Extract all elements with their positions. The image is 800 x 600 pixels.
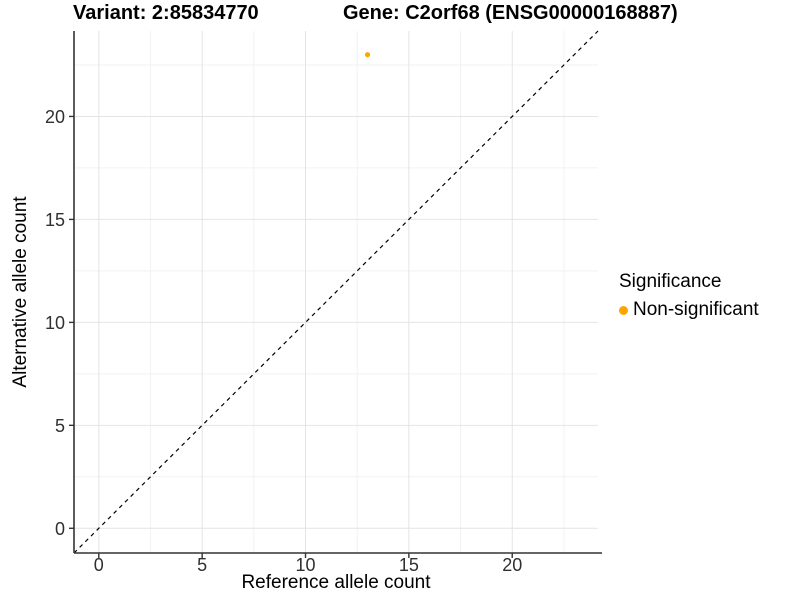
legend-point-icon xyxy=(619,305,628,315)
legend-item-non-significant: Non-significant xyxy=(619,299,759,321)
x-tick-label: 20 xyxy=(502,555,522,575)
gene-title: Gene: C2orf68 (ENSG00000168887) xyxy=(343,2,678,24)
y-axis-title: Alternative allele count xyxy=(10,196,31,388)
data-point xyxy=(364,52,371,58)
x-tick-label: 10 xyxy=(295,555,315,575)
y-tick-label: 15 xyxy=(45,210,65,230)
x-tick-label: 15 xyxy=(399,555,419,575)
y-tick-label: 5 xyxy=(55,416,65,436)
identity-line xyxy=(73,30,599,554)
x-tick-label: 5 xyxy=(197,555,207,575)
x-axis-title: Reference allele count xyxy=(241,572,431,593)
x-tick-label: 0 xyxy=(94,555,104,575)
y-tick-label: 10 xyxy=(45,313,65,333)
legend: Significance Non-significant xyxy=(619,271,759,321)
legend-item-label: Non-significant xyxy=(633,299,759,320)
y-tick-label: 20 xyxy=(45,107,65,127)
variant-title: Variant: 2:85834770 xyxy=(73,2,259,24)
y-tick-label: 0 xyxy=(55,519,65,539)
legend-title: Significance xyxy=(619,271,722,292)
